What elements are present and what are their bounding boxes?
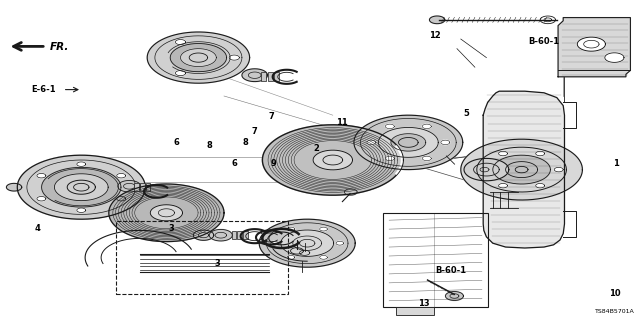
Text: 4: 4 (34, 224, 40, 233)
Polygon shape (209, 229, 232, 241)
Polygon shape (320, 227, 327, 231)
Polygon shape (262, 125, 403, 195)
Polygon shape (493, 155, 550, 184)
Polygon shape (287, 255, 294, 259)
Polygon shape (367, 140, 376, 145)
Polygon shape (354, 115, 463, 170)
Polygon shape (441, 140, 450, 145)
Text: 8: 8 (243, 138, 248, 147)
Bar (383, 213, 488, 307)
Polygon shape (229, 55, 239, 60)
Polygon shape (300, 250, 310, 255)
Text: 3: 3 (215, 260, 220, 268)
Polygon shape (483, 91, 564, 248)
Text: 10: 10 (609, 289, 620, 298)
Text: 11: 11 (337, 118, 348, 127)
Polygon shape (480, 167, 489, 172)
Bar (268, 72, 273, 81)
Polygon shape (17, 155, 145, 219)
Bar (261, 72, 266, 81)
Polygon shape (116, 196, 125, 201)
Text: B-60-1: B-60-1 (435, 266, 467, 275)
Polygon shape (193, 230, 214, 240)
Bar (237, 231, 242, 239)
Text: 7: 7 (252, 127, 257, 136)
Polygon shape (499, 151, 508, 156)
Polygon shape (54, 174, 108, 201)
Polygon shape (271, 241, 278, 245)
Polygon shape (461, 139, 582, 200)
Text: FR.: FR. (50, 42, 69, 52)
Text: E-6-1: E-6-1 (32, 85, 56, 94)
Polygon shape (385, 156, 394, 161)
Polygon shape (344, 189, 357, 195)
Text: 12: 12 (429, 31, 441, 40)
Polygon shape (281, 230, 333, 256)
Text: 6: 6 (232, 159, 238, 168)
Polygon shape (116, 173, 125, 178)
Polygon shape (422, 124, 431, 129)
Polygon shape (554, 167, 563, 172)
Polygon shape (385, 124, 394, 129)
Polygon shape (499, 183, 508, 188)
Text: TS84B5701A: TS84B5701A (595, 309, 635, 314)
Polygon shape (242, 69, 268, 82)
Bar (134, 183, 139, 191)
Bar (116, 221, 288, 294)
Polygon shape (175, 70, 186, 76)
Bar (140, 183, 145, 191)
Polygon shape (147, 32, 250, 83)
Bar (146, 183, 150, 191)
Polygon shape (287, 227, 295, 231)
Bar (232, 231, 236, 239)
Polygon shape (118, 180, 141, 192)
Polygon shape (577, 37, 605, 51)
Polygon shape (336, 241, 344, 245)
Polygon shape (77, 208, 86, 212)
Polygon shape (291, 248, 303, 254)
Polygon shape (429, 16, 445, 24)
Text: 13: 13 (418, 299, 429, 308)
Polygon shape (42, 167, 121, 207)
Polygon shape (378, 127, 438, 157)
Text: 9: 9 (271, 159, 276, 168)
Polygon shape (175, 40, 186, 45)
Polygon shape (150, 205, 182, 221)
Text: 2: 2 (314, 144, 320, 153)
Polygon shape (170, 44, 227, 72)
Text: 7: 7 (269, 112, 274, 121)
Polygon shape (536, 183, 545, 188)
Polygon shape (109, 184, 224, 242)
Polygon shape (77, 162, 86, 166)
Polygon shape (536, 151, 545, 156)
Polygon shape (259, 219, 355, 267)
Text: 1: 1 (612, 159, 619, 168)
Polygon shape (391, 134, 426, 151)
Text: 8: 8 (207, 141, 212, 150)
Text: 6: 6 (173, 138, 179, 147)
Polygon shape (6, 183, 22, 191)
Polygon shape (180, 49, 216, 67)
Polygon shape (313, 150, 353, 170)
Text: B-60-1: B-60-1 (528, 37, 559, 46)
Polygon shape (540, 16, 556, 24)
Polygon shape (464, 158, 509, 181)
Text: 3: 3 (169, 224, 174, 233)
Polygon shape (37, 173, 46, 178)
Bar (396, 307, 434, 315)
Polygon shape (445, 292, 463, 300)
Polygon shape (422, 156, 431, 161)
Polygon shape (605, 53, 624, 62)
Polygon shape (320, 255, 327, 259)
Polygon shape (37, 196, 46, 201)
Text: 5: 5 (463, 109, 469, 118)
Bar (274, 72, 279, 81)
Polygon shape (558, 18, 630, 77)
Bar (243, 231, 248, 239)
